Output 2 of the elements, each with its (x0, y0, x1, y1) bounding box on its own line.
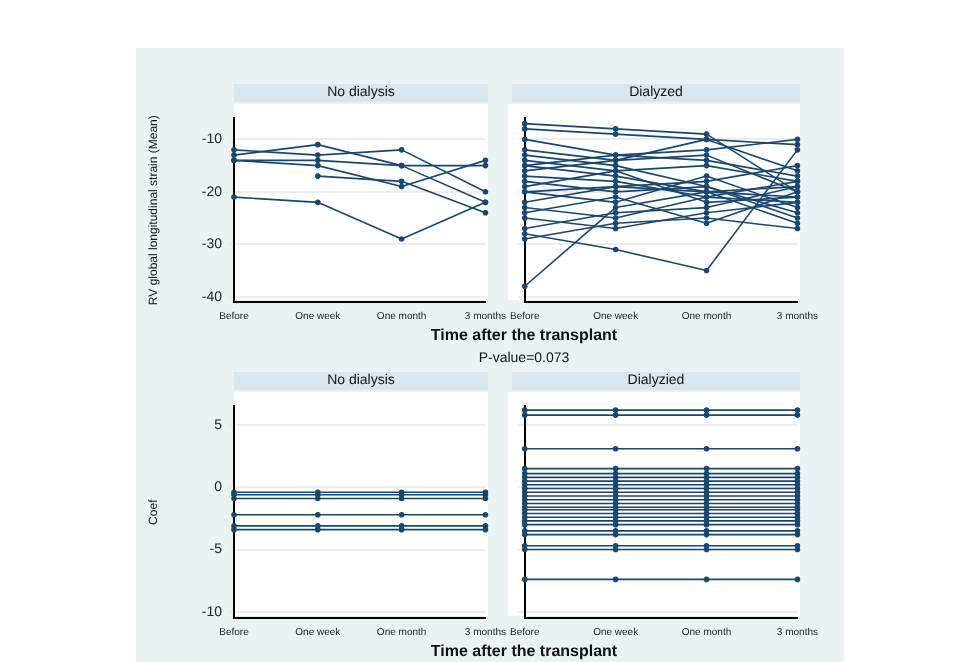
x-axis-title: Time after the transplant (428, 642, 620, 660)
x-axis-title: Time after the transplant (428, 326, 620, 344)
